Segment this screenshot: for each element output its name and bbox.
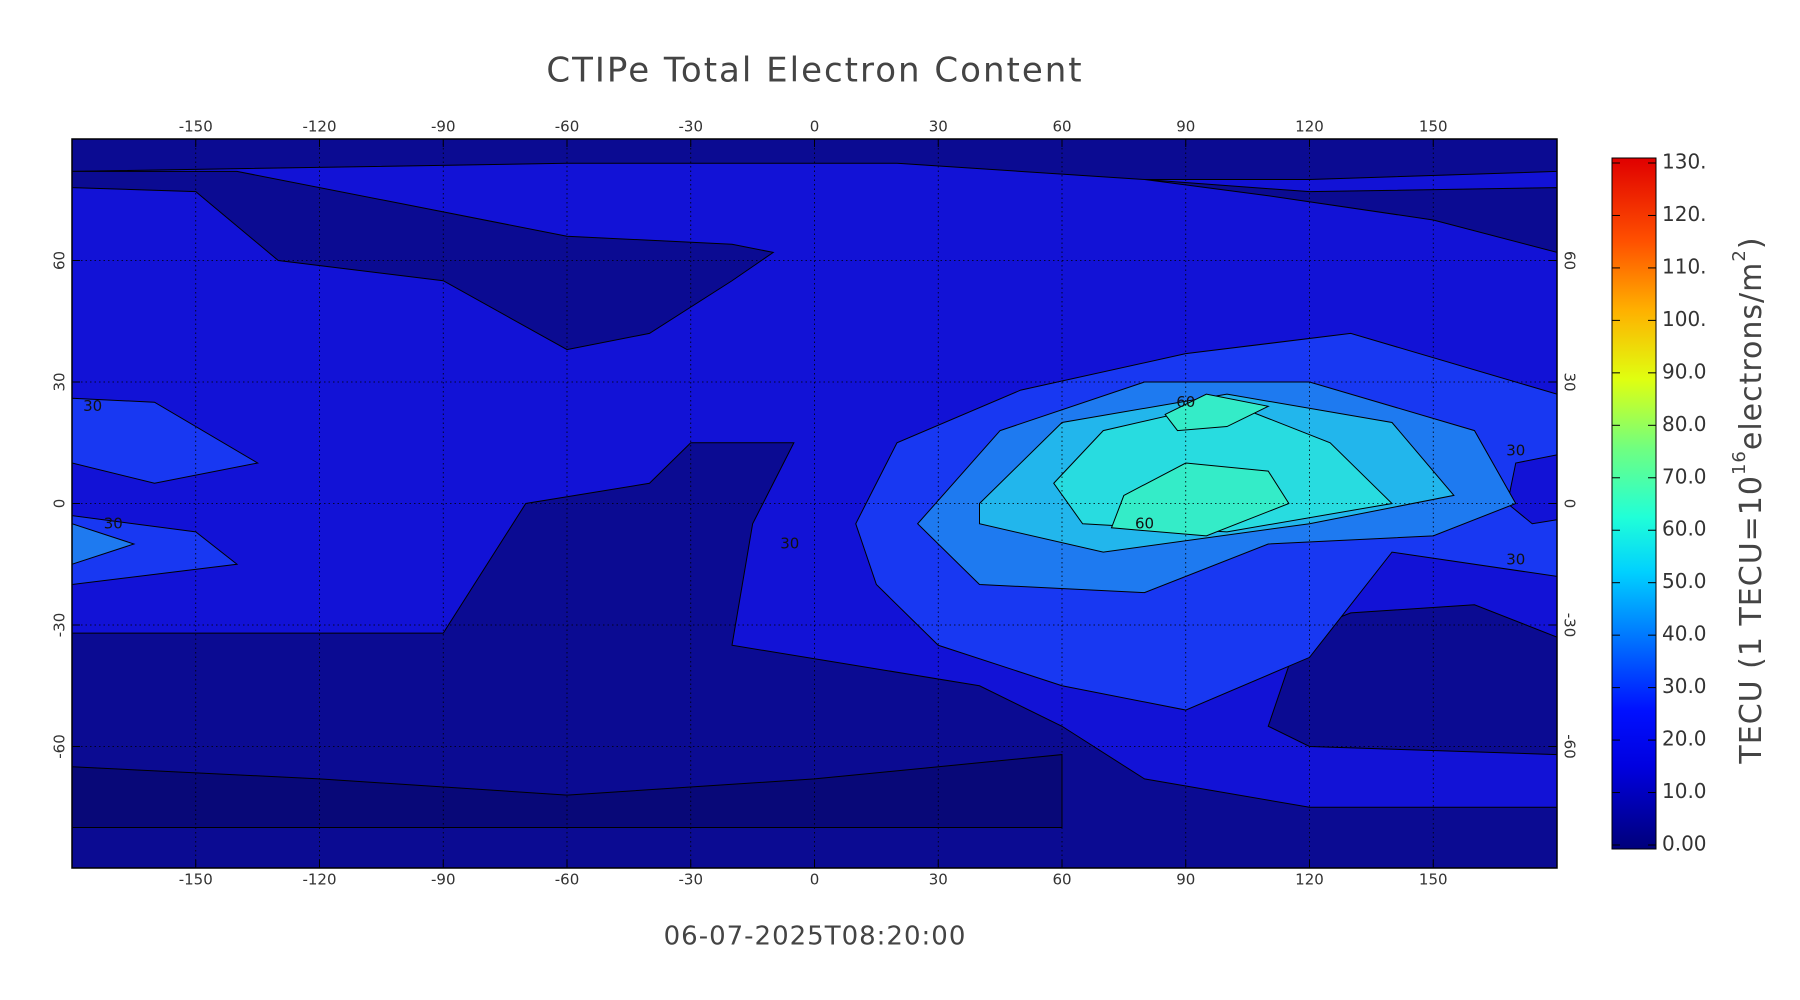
y-tick-label: 30 — [1561, 372, 1579, 391]
y-tick-label: 60 — [1561, 251, 1579, 270]
colorbar — [1611, 157, 1657, 850]
colorbar-label: TECU (1 TECU=1016electrons/m2) — [1729, 236, 1769, 764]
x-tick-label: 120 — [1295, 871, 1324, 889]
contour-label: 30 — [1506, 441, 1525, 459]
x-tick-label: 90 — [1176, 871, 1195, 889]
contour-label: 30 — [1506, 551, 1525, 569]
y-tick-label: 0 — [51, 499, 69, 509]
colorbar-tick-label: 40.0 — [1662, 622, 1707, 646]
colorbar-label-part: TECU (1 TECU=10 — [1734, 475, 1769, 765]
x-tick-label: 150 — [1419, 118, 1448, 136]
x-tick-label: 150 — [1419, 871, 1448, 889]
x-tick-label: 0 — [810, 871, 820, 889]
colorbar-tick-label: 50.0 — [1662, 569, 1707, 593]
colorbar-tick-label: 60.0 — [1662, 517, 1707, 541]
contour-labels: 60 60 30 30 30 30 30 — [83, 393, 1525, 569]
colorbar-label-part: ) — [1734, 236, 1769, 249]
y-tick-label: -60 — [51, 734, 69, 759]
colorbar-label-sup: 2 — [1729, 249, 1750, 261]
x-tick-label: 60 — [1052, 118, 1071, 136]
x-tick-label: 90 — [1176, 118, 1195, 136]
x-tick-label: 30 — [929, 118, 948, 136]
colorbar-tick-label: 100. — [1662, 307, 1707, 331]
y-tick-label: -30 — [1561, 613, 1579, 638]
colorbar-tick-label: 120. — [1662, 202, 1707, 226]
y-tick-label: 60 — [51, 251, 69, 270]
x-tick-label: -30 — [679, 871, 704, 889]
x-tick-label: 30 — [929, 871, 948, 889]
x-tick-label: 60 — [1052, 871, 1071, 889]
x-tick-label: -120 — [302, 118, 336, 136]
colorbar-tick-label: 80.0 — [1662, 412, 1707, 436]
x-tick-label: -30 — [679, 118, 704, 136]
x-tick-label: -90 — [431, 871, 456, 889]
x-tick-label: 0 — [810, 118, 820, 136]
y-tick-label: -30 — [51, 613, 69, 638]
x-tick-label: -150 — [179, 871, 213, 889]
x-tick-label: -90 — [431, 118, 456, 136]
y-tick-label: 30 — [51, 372, 69, 391]
x-tick-label: -120 — [302, 871, 336, 889]
map-area: 60 60 30 30 30 30 30 — [72, 139, 1557, 868]
timestamp: 06-07-2025T08:20:00 — [664, 922, 967, 952]
contour-label: 30 — [104, 514, 123, 532]
x-tick-label: -60 — [555, 871, 580, 889]
colorbar-label-part: electrons/m — [1734, 262, 1769, 451]
y-tick-label: 0 — [1561, 499, 1579, 509]
x-tick-label: -150 — [179, 118, 213, 136]
x-tick-label: 120 — [1295, 118, 1324, 136]
x-tick-label: -60 — [555, 118, 580, 136]
title: CTIPe Total Electron Content — [546, 51, 1083, 91]
contour-label: 60 — [1176, 393, 1195, 411]
contour-label: 30 — [780, 535, 799, 553]
colorbar-tick-label: 20.0 — [1662, 727, 1707, 751]
colorbar-tick-label: 10.0 — [1662, 779, 1707, 803]
colorbar-tick-label: 0.00 — [1662, 832, 1707, 856]
colorbar-tick-label: 90.0 — [1662, 359, 1707, 383]
contour-fills — [72, 139, 1557, 868]
colorbar-tick-label: 30.0 — [1662, 674, 1707, 698]
grid — [72, 139, 1557, 868]
colorbar-tick-label: 70.0 — [1662, 464, 1707, 488]
y-tick-label: -60 — [1561, 734, 1579, 759]
colorbar-label-sup: 16 — [1729, 450, 1750, 475]
contour-label: 60 — [1135, 514, 1154, 532]
colorbar-tick-label: 130. — [1662, 150, 1707, 174]
contour-label: 30 — [83, 397, 102, 415]
colorbar-tick-label: 110. — [1662, 254, 1707, 278]
